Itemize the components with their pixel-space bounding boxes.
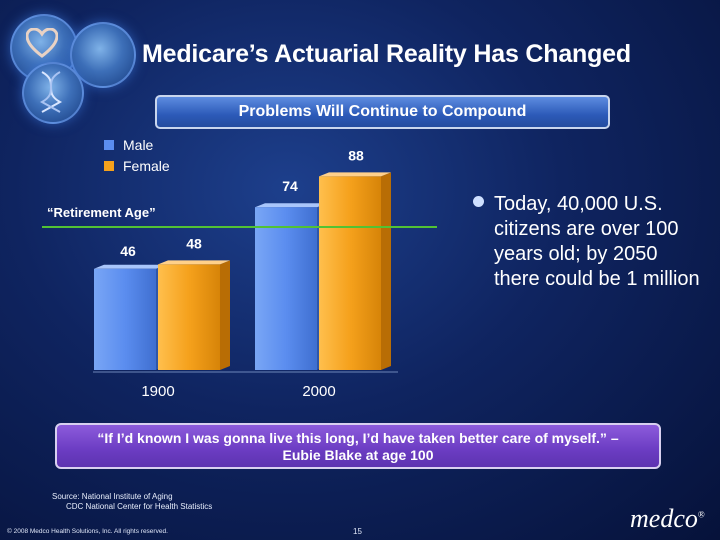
slide-title: Medicare’s Actuarial Reality Has Changed xyxy=(142,40,631,68)
bullet-text: Today, 40,000 U.S. citizens are over 100… xyxy=(494,193,700,290)
data-label-male-1900: 46 xyxy=(120,243,136,259)
page-number: 15 xyxy=(353,527,362,536)
source-line-2: CDC National Center for Health Statistic… xyxy=(66,502,213,511)
logo-circle-dna xyxy=(22,62,84,124)
source-note: Source: National Institute of Aging CDC … xyxy=(52,492,212,512)
heart-icon xyxy=(26,28,58,58)
bar-male-1900 xyxy=(94,268,156,370)
legend-swatch-female xyxy=(104,161,114,171)
legend-label-male: Male xyxy=(123,137,154,153)
logo-circle-light xyxy=(70,22,136,88)
category-label-2000: 2000 xyxy=(302,383,335,400)
legend-item-female: Female xyxy=(104,158,170,174)
legend-label-female: Female xyxy=(123,158,170,174)
dna-icon xyxy=(39,71,63,113)
bar-top-male-2000 xyxy=(255,203,327,208)
bar-female-1900 xyxy=(158,264,220,370)
data-label-female-1900: 48 xyxy=(186,235,202,251)
bar-female-2000 xyxy=(319,176,381,370)
brand-registered-mark: ® xyxy=(697,509,705,520)
banner-text: Problems Will Continue to Compound xyxy=(238,103,527,120)
legend-item-male: Male xyxy=(104,137,153,153)
bar-top-female-1900 xyxy=(158,260,230,265)
retirement-age-label: “Retirement Age” xyxy=(47,205,156,220)
subtitle-banner: Problems Will Continue to Compound xyxy=(155,95,610,129)
bar-side-female-1900 xyxy=(220,260,230,370)
quote-line-2: Eubie Blake at age 100 xyxy=(282,447,434,463)
data-label-female-2000: 88 xyxy=(348,147,364,163)
legend-swatch-male xyxy=(104,140,114,150)
brand-name: medco xyxy=(630,504,698,533)
bar-side-female-2000 xyxy=(381,172,391,370)
copyright-text: © 2008 Medco Health Solutions, Inc. All … xyxy=(7,528,168,535)
bar-top-male-1900 xyxy=(94,264,166,269)
quote-box: “If I’d known I was gonna live this long… xyxy=(55,423,661,469)
bullet-point: Today, 40,000 U.S. citizens are over 100… xyxy=(473,192,703,292)
category-label-1900: 1900 xyxy=(141,383,174,400)
bullet-dot xyxy=(473,196,484,207)
medco-logo: medco® xyxy=(630,504,705,534)
bar-male-2000 xyxy=(255,207,317,370)
source-line-1: Source: National Institute of Aging xyxy=(52,492,173,501)
data-label-male-2000: 74 xyxy=(282,178,298,194)
quote-line-1: “If I’d known I was gonna live this long… xyxy=(97,430,619,446)
bar-top-female-2000 xyxy=(319,172,391,177)
